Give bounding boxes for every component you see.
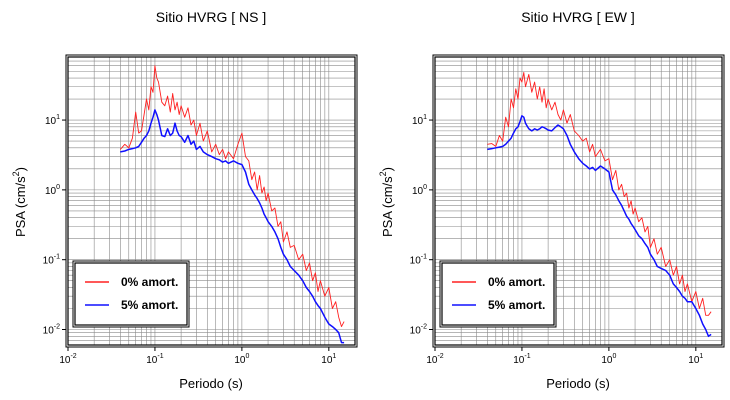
x-tick-label: 10-1 (513, 353, 530, 366)
legend-frame (74, 262, 188, 326)
chart-title: Sitio HVRG [ EW ] (521, 9, 635, 25)
series-line-damped (120, 109, 345, 344)
plot-frame-outer (65, 54, 358, 348)
y-axis-title: PSA (cm/s2) (378, 167, 395, 237)
x-tick-label: 10-2 (426, 353, 443, 366)
chart-legend: 0% amort. 5% amort. (72, 260, 190, 328)
y-tick-label: 10-2 (43, 324, 60, 337)
legend-label: 0% amort. (488, 275, 545, 289)
y-tick-label: 100 (45, 184, 60, 197)
x-tick-label: 10-2 (59, 353, 76, 366)
psa-chart-ew: Sitio HVRG [ EW ] 10-2 10-1 100 101 10-2 10-1… (378, 9, 725, 391)
series-line-damped (487, 115, 712, 338)
psa-chart-ns: Sitio HVRG [ NS ] 10-2 10-1 100 101 10-2 10-1… (11, 9, 358, 391)
x-tick-label: 101 (321, 353, 336, 366)
chart-legend: 0% amort. 5% amort. (439, 260, 557, 328)
y-tick-label: 101 (45, 114, 60, 127)
series-line-undamped (119, 65, 345, 328)
chart-series (487, 72, 712, 338)
chart-series (119, 65, 345, 344)
x-tick-label: 101 (688, 353, 703, 366)
plot-frame (67, 56, 356, 346)
legend-label: 0% amort. (121, 275, 178, 289)
x-axis-title: Periodo (s) (546, 376, 610, 391)
plot-frame (434, 56, 723, 346)
legend-label: 5% amort. (121, 298, 178, 312)
legend-label: 5% amort. (488, 298, 545, 312)
y-tick-label: 100 (412, 184, 427, 197)
x-tick-label: 10-1 (146, 353, 163, 366)
y-tick-label: 101 (412, 114, 427, 127)
chart-axes: 10-2 10-1 100 101 10-2 10-1 100 101 (43, 54, 358, 366)
x-tick-label: 100 (601, 353, 616, 366)
y-tick-label: 10-2 (410, 324, 427, 337)
y-tick-label: 10-1 (43, 254, 60, 267)
x-tick-label: 100 (234, 353, 249, 366)
y-axis-title: PSA (cm/s2) (11, 167, 28, 237)
legend-frame (441, 262, 555, 326)
series-line-undamped (487, 72, 712, 316)
chart-title: Sitio HVRG [ NS ] (156, 9, 266, 25)
y-tick-label: 10-1 (410, 254, 427, 267)
plot-frame-outer (432, 54, 725, 348)
x-axis-title: Periodo (s) (179, 376, 243, 391)
